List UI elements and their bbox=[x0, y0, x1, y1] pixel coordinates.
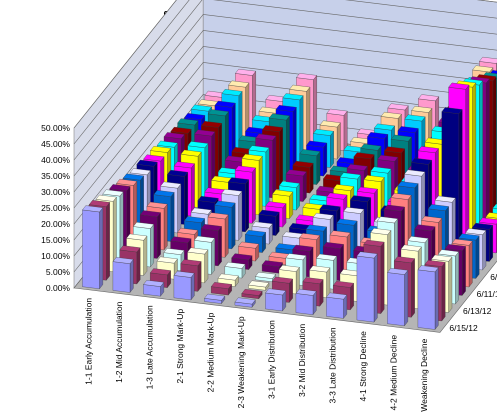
category-label: 1-3 Late Accumulation bbox=[144, 305, 154, 389]
y-tick-label: 40.00% bbox=[41, 155, 70, 165]
gridline bbox=[73, 0, 497, 145]
y-tick-label: 30.00% bbox=[41, 187, 70, 197]
bar bbox=[173, 270, 195, 301]
category-label: 2-1 Strong Mark-Up bbox=[175, 309, 185, 384]
gridline bbox=[73, 0, 497, 129]
y-tick-label: 5.00% bbox=[46, 267, 71, 277]
bar bbox=[356, 251, 378, 323]
category-label: 3-2 Mid Distribution bbox=[297, 324, 307, 397]
bar bbox=[387, 268, 409, 327]
y-tick-label: 45.00% bbox=[41, 139, 70, 149]
y-tick-label: 20.00% bbox=[41, 219, 70, 229]
bar bbox=[210, 282, 232, 296]
bar bbox=[265, 288, 287, 312]
y-tick-label: 15.00% bbox=[41, 235, 70, 245]
category-label: 2-2 Medium Mark-Up bbox=[205, 312, 215, 392]
category-label: 4-3 Weakening Decline bbox=[419, 338, 429, 413]
category-label: 3-1 Early Distribution bbox=[266, 320, 276, 399]
category-label: 4-1 Strong Decline bbox=[358, 331, 368, 402]
category-label: 4-2 Medium Decline bbox=[388, 335, 398, 411]
bar bbox=[417, 265, 439, 330]
y-tick-label: 25.00% bbox=[41, 203, 70, 213]
gridline bbox=[73, 0, 497, 161]
category-label: 3-3 Late Distribution bbox=[327, 327, 337, 403]
bar bbox=[204, 293, 226, 305]
y-tick-label: 50.00% bbox=[41, 123, 70, 133]
gridline bbox=[73, 30, 497, 193]
series-axis-label: 6/7/12 bbox=[490, 272, 497, 282]
gridline bbox=[73, 46, 497, 209]
bar bbox=[112, 257, 134, 293]
bar bbox=[82, 205, 104, 290]
gridline bbox=[73, 14, 497, 177]
series-axis-label: 6/11/12 bbox=[477, 289, 497, 299]
y-tick-label: 0.00% bbox=[46, 283, 71, 293]
y-tick-label: 10.00% bbox=[41, 251, 70, 261]
series-axis-label: 6/15/12 bbox=[449, 323, 478, 333]
bar bbox=[248, 280, 270, 291]
bar bbox=[143, 280, 165, 297]
bar bbox=[326, 292, 348, 319]
category-label: 1-1 Early Accumulation bbox=[83, 298, 93, 385]
series-axis-label: 6/13/12 bbox=[463, 306, 492, 316]
bar bbox=[241, 289, 263, 300]
bar bbox=[234, 297, 256, 308]
gridline bbox=[73, 62, 497, 225]
category-label: 2-3 Weakening Mark-Up bbox=[236, 316, 246, 408]
bar bbox=[295, 288, 317, 316]
y-tick-label: 35.00% bbox=[41, 171, 70, 181]
category-label: 1-2 Mid Accumulation bbox=[114, 301, 124, 383]
